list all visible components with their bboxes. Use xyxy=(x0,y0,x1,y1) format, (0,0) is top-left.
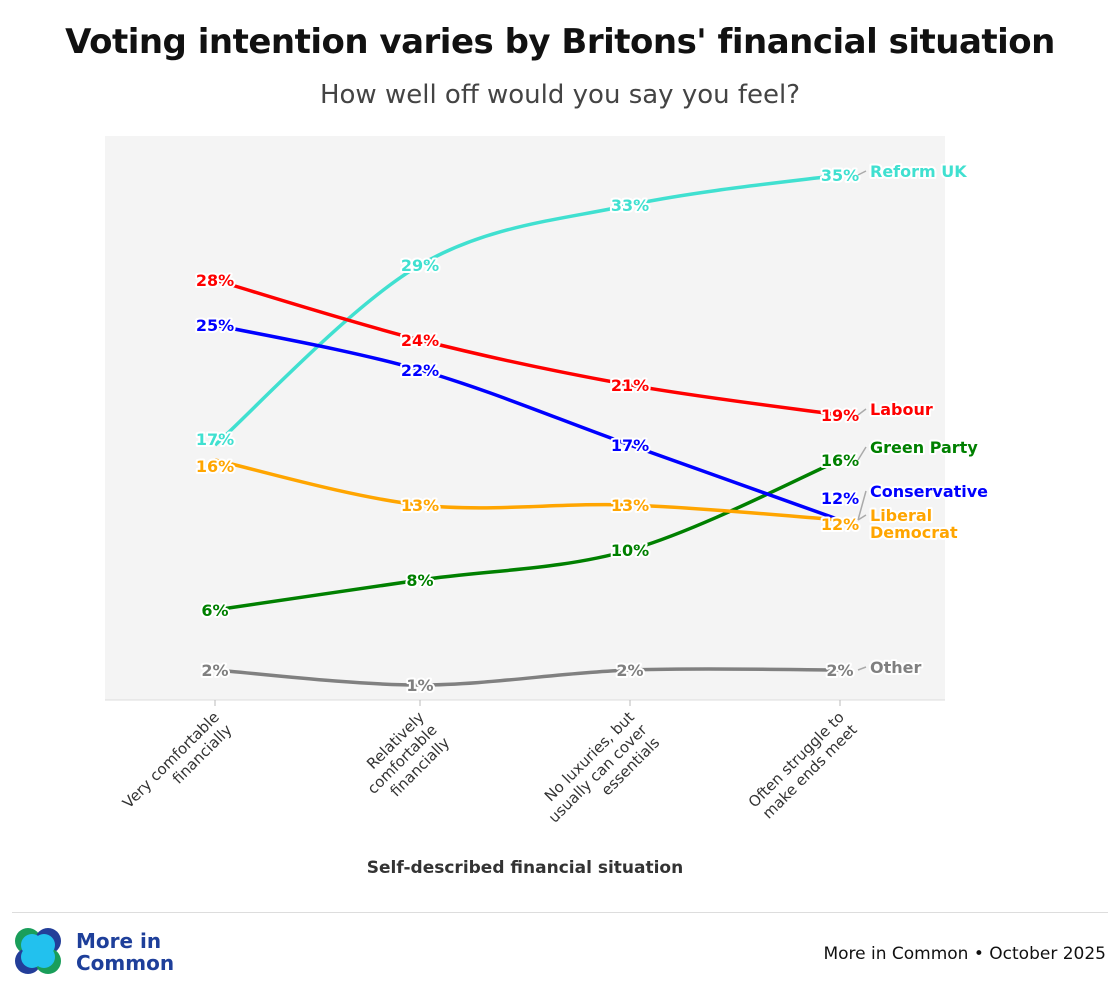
series-name-label: Other xyxy=(870,658,921,677)
leader-line xyxy=(857,446,867,461)
series-line-liberal-democrat xyxy=(214,458,841,522)
data-label: 35% xyxy=(821,166,859,185)
data-label: 2% xyxy=(826,661,853,680)
series-name-label: Labour xyxy=(870,400,933,419)
chart-title: Voting intention varies by Britons' fina… xyxy=(65,22,1055,62)
data-label: 13% xyxy=(401,496,439,515)
x-tick-label: Relativelycomfortablefinancially xyxy=(351,708,453,810)
brand-line-2: Common xyxy=(76,951,175,975)
leader-line xyxy=(857,170,867,176)
leader-line xyxy=(857,666,867,671)
footer-divider xyxy=(12,912,1108,913)
line-chart: Very comfortablefinancially Relativelycom… xyxy=(105,136,990,840)
data-label: 28% xyxy=(196,271,234,290)
brand-name: More in Common xyxy=(76,930,174,974)
series-line-labour xyxy=(214,278,841,417)
data-label: 13% xyxy=(611,496,649,515)
series-line-green-party xyxy=(214,458,841,612)
data-label: 10% xyxy=(611,541,649,560)
x-tick-label: No luxuries, butusually can coveressenti… xyxy=(532,708,664,840)
data-label: 6% xyxy=(201,601,228,620)
data-label: 33% xyxy=(611,196,649,215)
data-label: 17% xyxy=(196,430,234,449)
chart-subtitle: How well off would you say you feel? xyxy=(319,80,801,110)
data-label: 24% xyxy=(401,331,439,350)
data-label: 29% xyxy=(401,256,439,275)
x-tick-label: Very comfortablefinancially xyxy=(119,708,236,825)
data-label: 16% xyxy=(821,451,859,470)
data-label: 12% xyxy=(821,515,859,534)
data-label: 25% xyxy=(196,316,234,335)
data-label: 16% xyxy=(196,457,234,476)
x-tick-label: Often struggle tomake ends meet xyxy=(745,708,861,824)
series-name-label: Reform UK xyxy=(870,162,967,181)
leader-line xyxy=(857,408,867,416)
brand-line-1: More in xyxy=(76,929,162,953)
data-label: 2% xyxy=(616,661,643,680)
leader-line xyxy=(857,490,867,521)
series-line-conservative xyxy=(214,323,841,522)
series-name-label: Conservative xyxy=(870,482,988,501)
data-label: 2% xyxy=(201,661,228,680)
leader-line xyxy=(857,514,867,521)
series-line-reform-uk xyxy=(213,173,841,447)
data-label: 8% xyxy=(406,571,433,590)
data-label: 1% xyxy=(406,676,433,695)
more-in-common-logo-icon xyxy=(15,928,61,974)
plot-area xyxy=(105,136,945,700)
series-name-label: Liberal Democrat xyxy=(870,506,958,542)
data-label: 17% xyxy=(611,436,649,455)
data-label: 12% xyxy=(821,489,859,508)
data-label: 21% xyxy=(611,376,649,395)
data-label: 22% xyxy=(401,361,439,380)
source-note: More in Common • October 2025 xyxy=(823,944,1106,964)
data-label: 19% xyxy=(821,406,859,425)
x-axis-label: Self-described financial situation xyxy=(366,858,684,878)
series-line-other xyxy=(214,667,841,687)
series-name-label: Green Party xyxy=(870,438,978,457)
